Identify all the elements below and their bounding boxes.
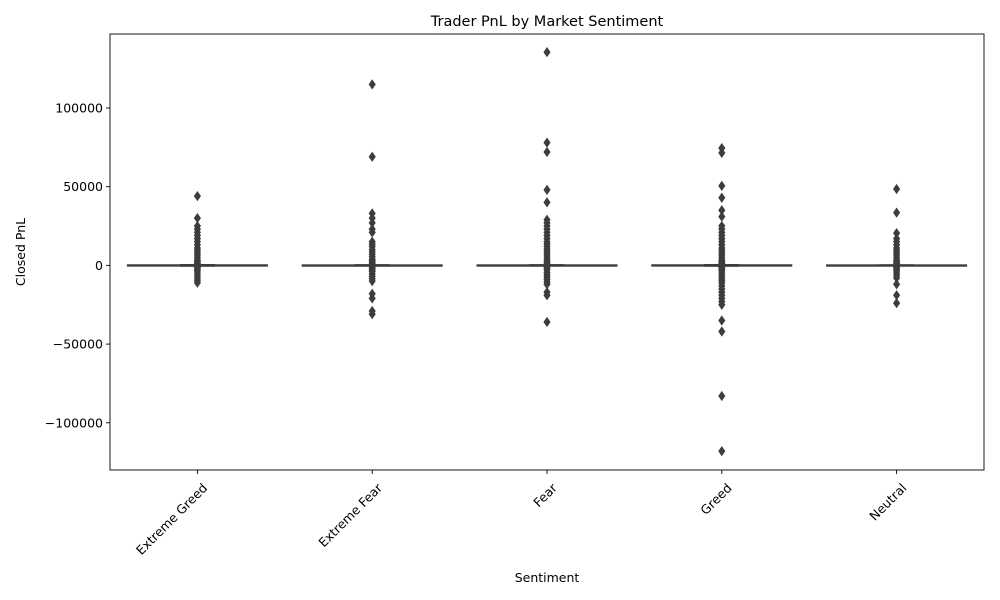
y-axis-label: Closed PnL <box>13 218 28 286</box>
outlier-point <box>893 279 901 290</box>
outlier-point <box>368 151 376 162</box>
x-tick-label: Extreme Greed <box>133 480 210 557</box>
x-tick-label: Greed <box>697 480 734 517</box>
x-tick-label: Fear <box>530 480 560 510</box>
box-group-neutral <box>826 183 968 309</box>
outlier-point <box>718 390 726 402</box>
outlier-point <box>893 183 901 195</box>
x-tick-label: Extreme Fear <box>315 480 385 550</box>
outlier-point <box>543 197 551 208</box>
outlier-point <box>718 326 726 337</box>
y-tick-label: 50000 <box>63 179 103 194</box>
outlier-point <box>718 445 726 457</box>
y-tick-label: −100000 <box>45 415 103 430</box>
outlier-point <box>893 298 901 309</box>
y-axis: −100000 −50000 0 50000 100000 <box>45 100 110 430</box>
outlier-point <box>543 316 551 328</box>
outlier-point <box>193 190 201 202</box>
outlier-point <box>893 207 901 218</box>
x-tick-label: Neutral <box>866 480 909 523</box>
box-group-fear <box>476 46 618 328</box>
outlier-point <box>543 46 551 58</box>
box-group-greed <box>651 142 793 457</box>
outlier-point <box>368 309 376 320</box>
outlier-point <box>543 184 551 195</box>
x-axis-label: Sentiment <box>515 570 580 585</box>
box-group-extreme-fear <box>301 79 443 320</box>
outlier-point <box>718 147 726 158</box>
box-group-extreme-greed <box>126 190 268 288</box>
outlier-point <box>543 290 551 301</box>
outlier-point <box>368 275 376 287</box>
plot-area <box>126 46 968 457</box>
y-tick-label: 0 <box>95 258 103 273</box>
outlier-point <box>718 180 726 192</box>
outlier-point <box>718 211 726 222</box>
outlier-point <box>543 146 551 158</box>
outlier-point <box>193 277 201 288</box>
y-tick-label: 100000 <box>55 100 103 115</box>
outlier-point <box>368 79 376 90</box>
outlier-point <box>718 299 726 310</box>
outlier-point <box>368 293 376 304</box>
outlier-point <box>543 137 551 148</box>
chart-title: Trader PnL by Market Sentiment <box>430 14 664 30</box>
y-tick-label: −50000 <box>53 337 103 352</box>
outlier-point <box>718 315 726 326</box>
x-axis: Extreme Greed Extreme Fear Fear Greed Neutra… <box>133 470 910 558</box>
outlier-point <box>718 192 726 203</box>
